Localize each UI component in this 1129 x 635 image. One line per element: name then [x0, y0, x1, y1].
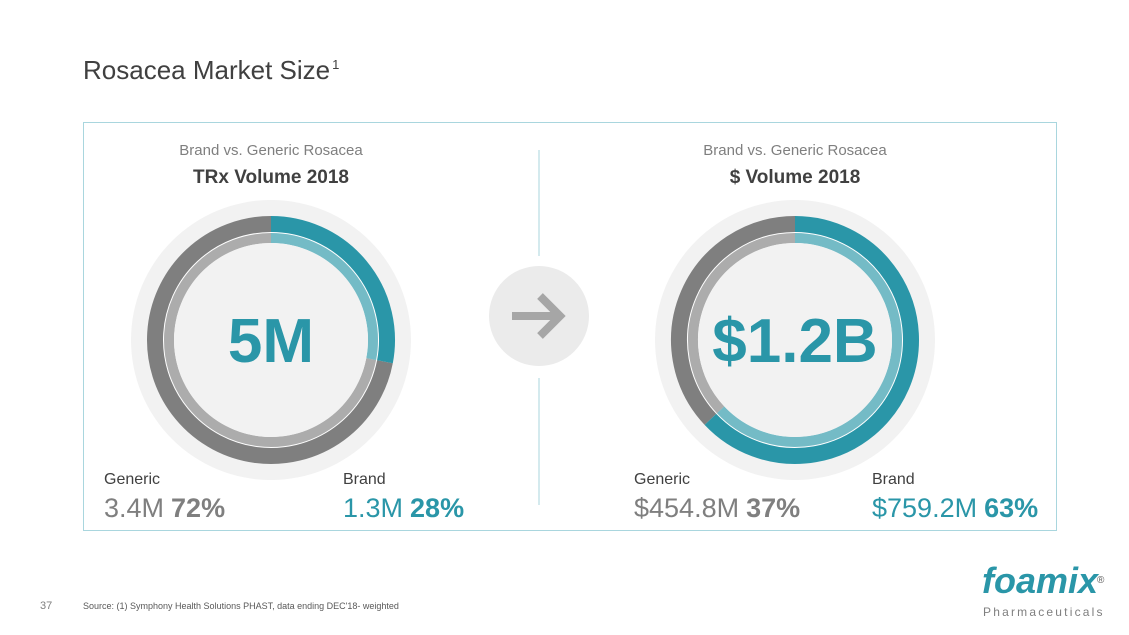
- chart-subtitle: Brand vs. Generic Rosacea: [179, 142, 363, 159]
- chart-title: $ Volume 2018: [730, 167, 861, 188]
- chart-title: TRx Volume 2018: [193, 167, 349, 188]
- donut-slice-inner: [688, 233, 796, 414]
- donut-slice-inner: [164, 233, 377, 447]
- share-label: 28%: [410, 493, 464, 523]
- amount-label: 1.3M 28%: [343, 493, 464, 523]
- amount-value: 3.4M: [104, 493, 164, 523]
- content-frame: [83, 122, 1057, 531]
- legend-label: Brand: [343, 471, 386, 488]
- legend-label: Brand: [872, 471, 915, 488]
- donut-inner-fill: [174, 243, 368, 437]
- donut-slice-inner: [270, 233, 378, 361]
- center-label: 5M: [228, 307, 314, 376]
- legend-label: Generic: [634, 471, 690, 488]
- amount-value: $759.2M: [872, 493, 977, 523]
- donut-slice-outer: [704, 216, 919, 464]
- arrow-icon: [512, 293, 566, 339]
- amount-value: $454.8M: [634, 493, 739, 523]
- center-label: $1.2B: [712, 307, 877, 376]
- title-footnote-mark: 1: [332, 57, 339, 72]
- logo-tagline: Pharmaceuticals: [983, 605, 1105, 619]
- chart-subtitle: Brand vs. Generic Rosacea: [703, 142, 887, 159]
- page-number: 37: [40, 600, 52, 612]
- share-label: 37%: [746, 493, 800, 523]
- amount-label: 3.4M 72%: [104, 493, 225, 523]
- share-label: 63%: [984, 493, 1038, 523]
- logo-name: foamix: [982, 560, 1100, 601]
- title-text: Rosacea Market Size: [83, 55, 330, 85]
- amount-label: $454.8M 37%: [634, 493, 800, 523]
- donut-slice-outer: [147, 216, 393, 464]
- logo-mark: ®: [1097, 575, 1105, 586]
- donut-inner-fill: [698, 243, 892, 437]
- source-note: Source: (1) Symphony Health Solutions PH…: [83, 601, 399, 611]
- donut-slice-inner: [717, 233, 902, 447]
- legend-label: Generic: [104, 471, 160, 488]
- donut-slice-outer: [671, 216, 796, 425]
- donut-slice-outer: [270, 216, 395, 364]
- amount-label: $759.2M 63%: [872, 493, 1038, 523]
- share-label: 72%: [171, 493, 225, 523]
- amount-value: 1.3M: [343, 493, 403, 523]
- slide-title: Rosacea Market Size 1: [83, 55, 339, 85]
